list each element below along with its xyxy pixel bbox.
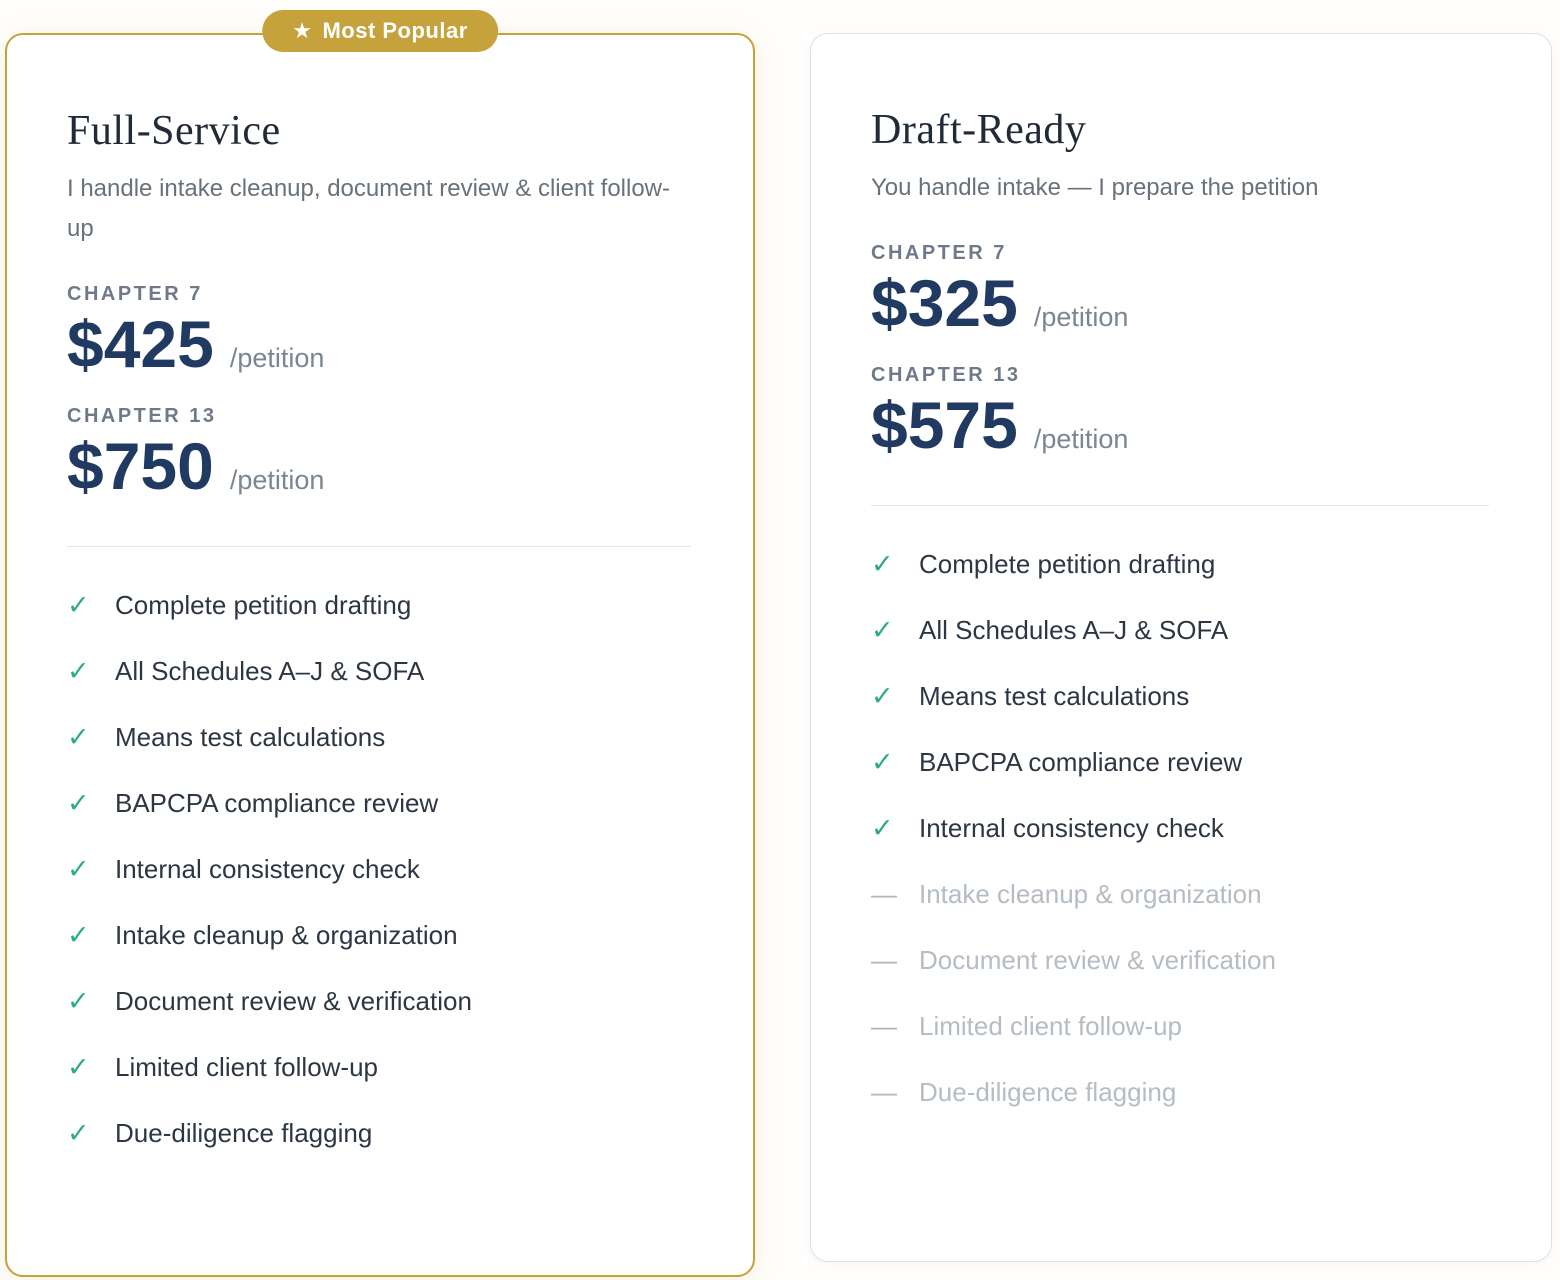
- feature-label: Limited client follow-up: [115, 1052, 379, 1083]
- feature-item: — Limited client follow-up: [871, 1010, 1489, 1042]
- most-popular-label: Most Popular: [322, 18, 468, 43]
- feature-item: ✓ Intake cleanup & organization: [67, 919, 691, 951]
- price-unit: /petition: [229, 343, 325, 373]
- check-icon: ✓: [67, 1118, 90, 1149]
- divider: [871, 505, 1489, 507]
- dash-icon: —: [871, 1077, 897, 1108]
- feature-item: ✓ Complete petition drafting: [67, 589, 691, 621]
- check-icon: ✓: [871, 549, 894, 580]
- feature-item: ✓ Means test calculations: [871, 680, 1489, 712]
- price-row: $750 /petition: [67, 428, 691, 503]
- plan-title: Draft-Ready: [871, 107, 1087, 153]
- check-icon: ✓: [67, 590, 90, 621]
- feature-item: ✓ Document review & verification: [67, 985, 691, 1017]
- dash-icon: —: [871, 945, 897, 976]
- feature-list: ✓ Complete petition drafting ✓ All Schedul…: [67, 589, 691, 1149]
- feature-label: Means test calculations: [919, 681, 1190, 712]
- feature-label: Intake cleanup & organization: [919, 879, 1262, 910]
- feature-label: Document review & verification: [115, 986, 472, 1017]
- feature-item: ✓ Means test calculations: [67, 721, 691, 753]
- most-popular-badge: ★ Most Popular: [262, 10, 498, 52]
- divider: [67, 546, 691, 548]
- feature-item: ✓ All Schedules A–J & SOFA: [871, 614, 1489, 646]
- feature-label: Internal consistency check: [919, 813, 1224, 844]
- check-icon: ✓: [67, 920, 90, 951]
- check-icon: ✓: [67, 788, 90, 819]
- feature-list: ✓ Complete petition drafting ✓ All Schedul…: [871, 548, 1489, 1108]
- feature-label: Means test calculations: [115, 722, 386, 753]
- check-icon: ✓: [871, 615, 894, 646]
- feature-item: ✓ Due-diligence flagging: [67, 1117, 691, 1149]
- check-icon: ✓: [67, 722, 90, 753]
- price-row: $325 /petition: [871, 267, 1489, 340]
- price-unit: /petition: [1033, 423, 1129, 454]
- feature-label: Complete petition drafting: [919, 549, 1216, 580]
- price-amount: $750: [67, 428, 214, 503]
- check-icon: ✓: [871, 681, 894, 712]
- check-icon: ✓: [67, 854, 90, 885]
- plan-subtitle: I handle intake cleanup, document review…: [67, 175, 670, 242]
- feature-item: ✓ Internal consistency check: [871, 812, 1489, 844]
- feature-label: Internal consistency check: [115, 854, 420, 885]
- feature-item: ✓ BAPCPA compliance review: [67, 787, 691, 819]
- feature-label: BAPCPA compliance review: [919, 747, 1243, 778]
- check-icon: ✓: [871, 813, 894, 844]
- check-icon: ✓: [67, 986, 90, 1017]
- feature-item: ✓ Complete petition drafting: [871, 548, 1489, 580]
- price-block-chapter-13: CHAPTER 13 $750 /petition: [67, 405, 691, 503]
- feature-label: Document review & verification: [919, 945, 1276, 976]
- price-amount: $575: [871, 387, 1018, 462]
- feature-item: — Due-diligence flagging: [871, 1076, 1489, 1108]
- price-unit: /petition: [229, 464, 325, 495]
- feature-label: Due-diligence flagging: [919, 1077, 1177, 1108]
- price-label: CHAPTER 7: [871, 242, 1007, 264]
- plan-card-draft-ready: Draft-Ready You handle intake — I prepar…: [810, 33, 1552, 1262]
- feature-label: All Schedules A–J & SOFA: [115, 656, 425, 687]
- feature-label: Due-diligence flagging: [115, 1118, 373, 1149]
- feature-label: Limited client follow-up: [919, 1011, 1183, 1042]
- check-icon: ✓: [871, 747, 894, 778]
- price-amount: $325: [871, 266, 1018, 340]
- price-row: $425 /petition: [67, 308, 691, 381]
- feature-label: BAPCPA compliance review: [115, 788, 439, 819]
- feature-item: — Document review & verification: [871, 944, 1489, 976]
- feature-item: ✓ Limited client follow-up: [67, 1051, 691, 1083]
- price-block-chapter-13: CHAPTER 13 $575 /petition: [871, 364, 1489, 462]
- feature-item: ✓ BAPCPA compliance review: [871, 746, 1489, 778]
- dash-icon: —: [871, 1011, 897, 1042]
- feature-label: All Schedules A–J & SOFA: [919, 615, 1229, 646]
- price-row: $575 /petition: [871, 387, 1489, 462]
- price-block-chapter-7: CHAPTER 7 $425 /petition: [67, 283, 691, 381]
- plan-subtitle: You handle intake — I prepare the petiti…: [871, 174, 1319, 201]
- price-label: CHAPTER 13: [67, 404, 217, 427]
- price-label: CHAPTER 7: [67, 283, 203, 305]
- price-block-chapter-7: CHAPTER 7 $325 /petition: [871, 242, 1489, 340]
- price-unit: /petition: [1033, 302, 1129, 332]
- star-icon: ★: [292, 18, 313, 43]
- dash-icon: —: [871, 879, 897, 910]
- price-amount: $425: [67, 307, 214, 381]
- plan-title: Full-Service: [67, 108, 281, 154]
- check-icon: ✓: [67, 656, 90, 687]
- feature-item: ✓ Internal consistency check: [67, 853, 691, 885]
- check-icon: ✓: [67, 1052, 90, 1083]
- price-label: CHAPTER 13: [871, 363, 1021, 386]
- feature-label: Intake cleanup & organization: [115, 920, 458, 951]
- feature-item: ✓ All Schedules A–J & SOFA: [67, 655, 691, 687]
- feature-label: Complete petition drafting: [115, 590, 412, 621]
- plan-card-full-service: ★ Most Popular Full-Service I handle inta…: [5, 10, 755, 1277]
- feature-item: — Intake cleanup & organization: [871, 878, 1489, 910]
